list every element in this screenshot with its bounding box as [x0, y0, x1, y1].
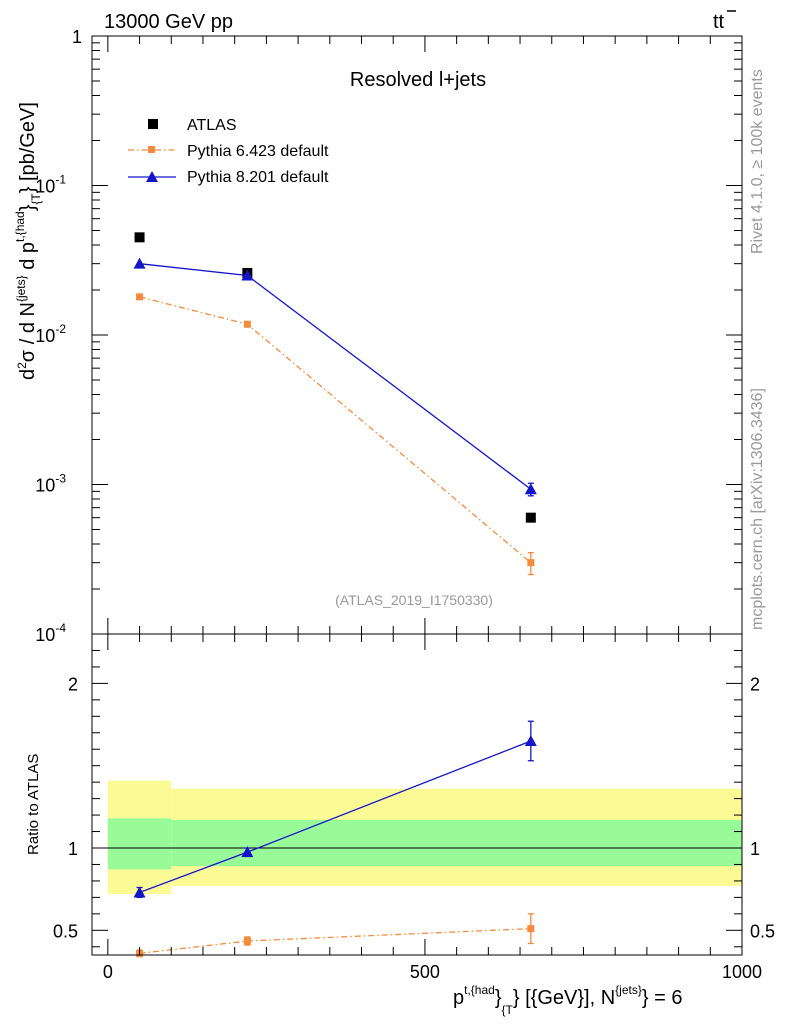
main-panel: 1 10-1 10-2 10-3 10-4 Resolved l+jets (ATLAS…: [13, 27, 743, 645]
rivet-label: Rivet 4.1.0, ≥ 100k events: [749, 69, 766, 254]
main-ytick-label: 10-1: [35, 173, 66, 197]
ratio-panel: 0.5 0.5 1 1 2 2 0 500 1000 Ratio to ATLAS pt,{ha…: [25, 633, 775, 1017]
main-point-atlas: [134, 232, 145, 243]
legend-marker-atlas: [148, 119, 158, 129]
legend-marker-pythia8: [146, 171, 158, 182]
main-point-pythia-8-201-default: [241, 269, 254, 281]
legend: ATLAS Pythia 6.423 default Pythia 8.201 …: [128, 117, 329, 186]
ratio-point-pythia-8-201-default: [241, 846, 254, 858]
process-label: tt: [713, 11, 725, 33]
legend-marker-pythia6: [148, 146, 155, 153]
ratio-ytick-label-left: 1: [68, 839, 78, 859]
main-axis-ticks: 1 10-1 10-2 10-3 10-4: [35, 27, 743, 645]
xlabel: pt,{had}{T} [{GeV}], N{jets}} = 6: [453, 983, 682, 1017]
ratio-line-pythia-6-423-default: [139, 928, 531, 954]
main-ytick-label: 10-2: [35, 322, 66, 346]
ratio-ytick-label-left: 2: [68, 674, 78, 694]
ratio-point-pythia-8-201-default: [133, 886, 146, 898]
header-process: tt: [713, 10, 736, 33]
main-line-pythia-6-423-default: [139, 296, 532, 564]
main-point-pythia-6-423-default: [243, 320, 251, 328]
legend-label-pythia8: Pythia 8.201 default: [187, 169, 329, 186]
mcplots-label: mcplots.cern.ch [arXiv:1306.3436]: [749, 388, 766, 630]
legend-label-atlas: ATLAS: [187, 117, 237, 134]
header-energy: 13000 GeV pp: [104, 11, 233, 33]
ratio-point-pythia-6-423-default: [527, 925, 535, 933]
ratio-band-inner: [107, 818, 172, 870]
main-ylabel: d2σ / d N{jets} d pt,{had}{T} [pb/GeV]: [13, 102, 43, 380]
ratio-series: [133, 720, 537, 958]
ratio-ytick-label-right: 1: [750, 839, 760, 859]
xtick-label: 500: [410, 962, 440, 982]
analysis-tag: (ATLAS_2019_I1750330): [335, 592, 493, 608]
ratio-ytick-label-right: 2: [750, 674, 760, 694]
ratio-band-inner: [171, 820, 742, 867]
ratio-ytick-label-right: 0.5: [750, 921, 775, 941]
main-ytick-label: 10-4: [35, 621, 66, 645]
main-point-pythia-6-423-default: [136, 293, 144, 301]
main-series: [133, 232, 537, 576]
main-point-pythia-8-201-default: [133, 257, 146, 269]
ratio-ylabel: Ratio to ATLAS: [25, 754, 42, 855]
main-point-pythia-6-423-default: [527, 559, 535, 567]
main-point-atlas: [525, 512, 536, 523]
main-ytick-label: 10-3: [35, 472, 66, 496]
ratio-uncertainty-bands: [107, 780, 742, 895]
main-ytick-label: 1: [72, 27, 82, 47]
main-title: Resolved l+jets: [350, 69, 486, 91]
xtick-label: 1000: [722, 962, 762, 982]
main-line-pythia-8-201-default: [139, 263, 532, 490]
ratio-plot-frame: [91, 633, 743, 956]
legend-label-pythia6: Pythia 6.423 default: [187, 143, 329, 160]
ratio-point-pythia-6-423-default: [243, 937, 251, 945]
xtick-label: 0: [103, 962, 113, 982]
ratio-ytick-label-left: 0.5: [53, 921, 78, 941]
ratio-point-pythia-8-201-default: [524, 735, 537, 746]
main-point-pythia-8-201-default: [524, 483, 537, 495]
